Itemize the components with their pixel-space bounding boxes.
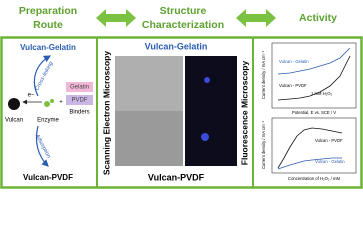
- double-arrow: [96, 9, 136, 27]
- legend-label: Vulcan - Gelatin: [279, 59, 309, 64]
- axis-label: Current density / mA cm⁻²: [261, 50, 266, 99]
- plus: +: [59, 100, 63, 106]
- header-line: Characterization: [142, 19, 224, 31]
- label: Enzyme: [37, 118, 59, 124]
- arrow: [33, 55, 52, 97]
- header-line: Route: [33, 19, 63, 31]
- plot-frame: [271, 117, 357, 174]
- header-line: Structure: [160, 5, 207, 17]
- label: Gelatin: [70, 85, 89, 91]
- fluorescence-image: [185, 56, 237, 166]
- label: Vulcan-PVDF: [23, 173, 73, 182]
- curve: [277, 55, 351, 101]
- double-arrow: [236, 9, 276, 27]
- header-line: Preparation: [19, 5, 77, 17]
- sem-image-top: [115, 56, 183, 111]
- page: Preparation Route Structure Characteriza…: [0, 4, 363, 189]
- label: Adsorption: [33, 132, 51, 159]
- header-line: Activity: [299, 12, 337, 24]
- legend-label: Vulcan - Gelatin: [315, 159, 345, 164]
- enzyme: [50, 99, 54, 103]
- label: Vulcan-PVDF: [148, 172, 205, 182]
- plot-frame: [271, 42, 357, 109]
- enzyme: [44, 101, 50, 107]
- gelatin-box: [66, 82, 93, 92]
- axis-label: Potential, E vs. SCE / V: [292, 110, 336, 115]
- label: Fluorescence Microscopy: [239, 61, 249, 166]
- label: PVDF: [71, 98, 87, 104]
- curve: [277, 47, 351, 75]
- legend-label: Vulcan - PVDF: [315, 138, 343, 143]
- graphical-abstract: Preparation Route Structure Characteriza…: [0, 5, 363, 189]
- label: Vulcan: [5, 118, 23, 124]
- label: Binders: [69, 110, 89, 116]
- label: Vulcan-Gelatin: [20, 43, 76, 52]
- fluorescence-spot: [201, 133, 209, 141]
- label: e−: [28, 93, 35, 99]
- label: Cross-linking: [34, 60, 55, 92]
- curve: [277, 127, 343, 169]
- pvdf-box: [66, 95, 93, 105]
- label: Scanning Electron Microscopy: [101, 51, 111, 175]
- label: Vulcan-Gelatin: [145, 41, 208, 51]
- legend-label: Vulcan - PVDF: [279, 83, 307, 88]
- note: 1 mM H₂O₂: [311, 91, 333, 96]
- arrow: [35, 125, 49, 167]
- axis-label: Current density / mA cm⁻²: [261, 120, 266, 169]
- axis-label: Concentration of H₂O₂ / mM: [288, 176, 340, 181]
- fluorescence-spot: [204, 77, 210, 83]
- frame: [0, 36, 363, 189]
- vulcan-particle: [8, 98, 20, 110]
- curve: [277, 157, 342, 170]
